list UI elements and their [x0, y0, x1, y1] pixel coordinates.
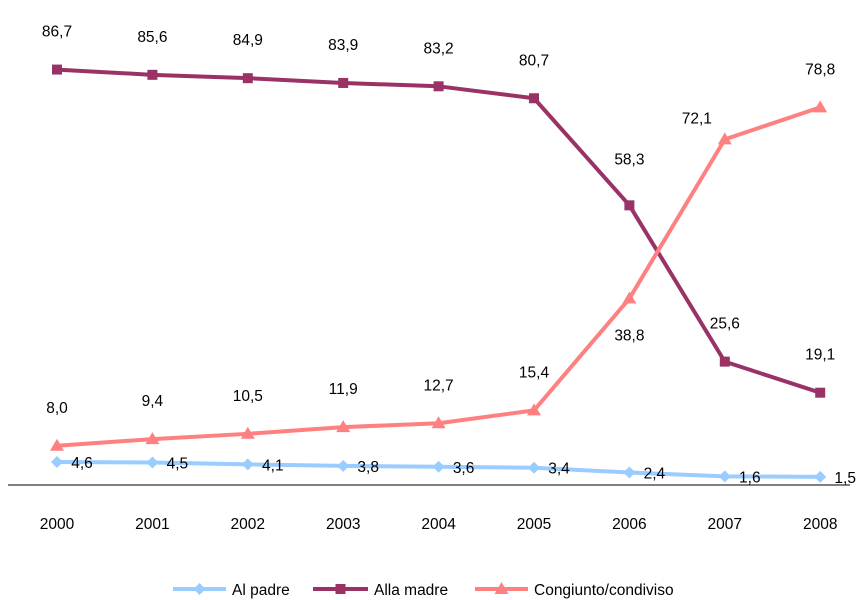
point-alla-madre-2001 — [147, 69, 158, 80]
point-alla-madre-2003 — [338, 77, 349, 88]
x-tick-labels: 2000 2001 2002 2003 2004 2005 2006 2007 2008 — [40, 516, 838, 533]
point-al-padre-2001 — [146, 456, 159, 469]
data-label-congiunto-2005: 15,4 — [519, 364, 550, 381]
point-al-padre-2004 — [432, 460, 445, 473]
data-label-congiunto-2006: 38,8 — [614, 328, 644, 345]
point-alla-madre-2007 — [719, 356, 730, 367]
point-al-padre-2005 — [528, 461, 540, 474]
point-congiunto-2001 — [145, 432, 160, 445]
point-congiunto-2005 — [527, 403, 541, 416]
legend-marker-al-padre — [193, 583, 206, 595]
point-al-padre-2000 — [51, 456, 63, 469]
series-congiunto — [50, 100, 828, 451]
data-label-alla-madre-2002: 84,9 — [233, 32, 263, 49]
point-al-padre-2006 — [623, 466, 636, 479]
data-label-congiunto-2001: 9,4 — [142, 393, 164, 410]
x-tick-label-2005: 2005 — [517, 516, 551, 533]
legend-marker-alla-madre — [335, 584, 346, 594]
data-label-al-padre-2001: 4,5 — [167, 455, 189, 472]
point-congiunto-2006 — [622, 291, 637, 304]
data-label-al-padre-2003: 3,8 — [357, 459, 379, 476]
point-alla-madre-2006 — [624, 200, 635, 211]
data-label-congiunto-2004: 12,7 — [424, 377, 454, 394]
data-label-alla-madre-2001: 85,6 — [137, 29, 167, 46]
data-label-al-padre-2006: 2,4 — [644, 466, 666, 483]
x-tick-label-2004: 2004 — [421, 516, 456, 533]
x-tick-label-2006: 2006 — [612, 516, 646, 533]
point-congiunto-2002 — [240, 426, 255, 439]
data-label-congiunto-2008: 78,8 — [805, 61, 835, 78]
legend-item-al-padre: Al padre — [173, 582, 290, 599]
data-label-alla-madre-2003: 83,9 — [328, 37, 358, 54]
data-label-alla-madre-2004: 83,2 — [424, 40, 454, 57]
x-tick-label-2003: 2003 — [326, 516, 360, 533]
data-label-congiunto-2003: 11,9 — [329, 381, 358, 398]
data-labels: 4,6 4,5 4,1 3,8 3,6 3,4 2,4 1,6 1,5 86,7 85,6 84,9 8… — [42, 24, 856, 487]
point-al-padre-2007 — [718, 470, 731, 483]
data-label-alla-madre-2007: 25,6 — [710, 316, 740, 333]
legend-item-congiunto: Congiunto/condiviso — [475, 582, 674, 599]
series-layer — [50, 64, 828, 483]
series-al-padre — [51, 456, 827, 483]
x-tick-label-2001: 2001 — [135, 516, 169, 533]
x-tick-label-2000: 2000 — [40, 516, 75, 533]
legend: Al padre Alla madre Congiunto/condiviso — [173, 582, 674, 599]
point-al-padre-2003 — [337, 459, 350, 472]
x-tick-label-2008: 2008 — [803, 516, 837, 533]
data-label-congiunto-2007: 72,1 — [682, 110, 712, 127]
data-label-al-padre-2005: 3,4 — [548, 461, 570, 478]
point-alla-madre-2000 — [52, 64, 62, 75]
point-alla-madre-2002 — [242, 73, 253, 84]
point-congiunto-2000 — [50, 438, 64, 451]
data-label-congiunto-2002: 10,5 — [233, 388, 263, 405]
point-al-padre-2002 — [241, 458, 254, 471]
data-label-alla-madre-2005: 80,7 — [519, 52, 549, 69]
series-alla-madre — [52, 64, 826, 398]
data-label-al-padre-2004: 3,6 — [453, 460, 475, 477]
x-tick-label-2002: 2002 — [231, 516, 265, 533]
line-congiunto — [56, 105, 821, 448]
legend-marker-congiunto — [494, 582, 509, 594]
point-congiunto-2003 — [336, 420, 351, 433]
data-label-congiunto-2000: 8,0 — [46, 400, 68, 417]
point-alla-madre-2005 — [529, 93, 539, 104]
legend-label-congiunto: Congiunto/condiviso — [534, 582, 674, 599]
data-label-al-padre-2002: 4,1 — [262, 457, 284, 474]
point-congiunto-2007 — [717, 132, 732, 145]
data-label-alla-madre-2000: 86,7 — [42, 24, 72, 41]
point-congiunto-2004 — [431, 416, 446, 429]
point-alla-madre-2008 — [815, 387, 826, 398]
point-congiunto-2008 — [813, 100, 828, 113]
legend-label-alla-madre: Alla madre — [374, 582, 448, 599]
point-alla-madre-2004 — [433, 81, 444, 92]
data-label-alla-madre-2006: 58,3 — [614, 151, 644, 168]
data-label-al-padre-2008: 1,5 — [834, 470, 856, 487]
legend-item-alla-madre: Alla madre — [313, 582, 448, 599]
data-label-al-padre-2007: 1,6 — [739, 469, 761, 486]
legend-label-al-padre: Al padre — [232, 582, 290, 599]
data-label-al-padre-2000: 4,6 — [71, 455, 93, 472]
data-label-alla-madre-2008: 19,1 — [805, 347, 835, 364]
x-tick-label-2007: 2007 — [708, 516, 742, 533]
point-al-padre-2008 — [814, 470, 827, 483]
